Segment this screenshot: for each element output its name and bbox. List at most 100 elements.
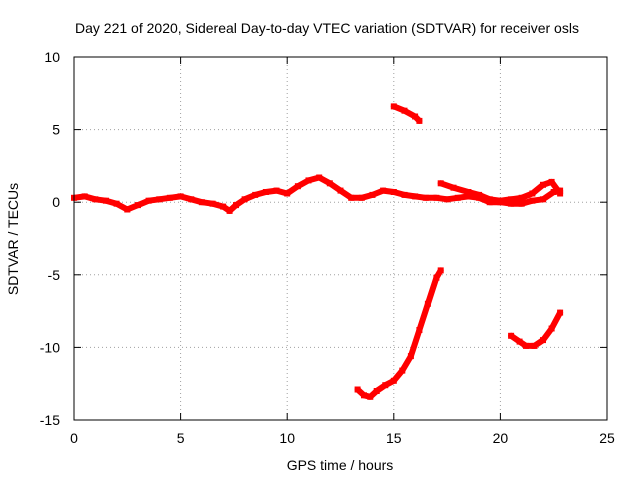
- plot-frame: [73, 56, 608, 421]
- data-point: [437, 267, 444, 274]
- data-point: [358, 194, 365, 201]
- data-point: [226, 207, 233, 214]
- data-point: [450, 184, 457, 191]
- data-point: [337, 187, 344, 194]
- data-point: [382, 382, 389, 389]
- data-point: [518, 194, 525, 201]
- data-point: [424, 300, 431, 307]
- y-axis-ticks: 10 5 0 -5 -10 -15: [40, 49, 607, 428]
- data-point: [523, 342, 529, 349]
- data-point: [326, 180, 333, 187]
- y-tick-label: -15: [40, 412, 60, 428]
- data-point: [262, 189, 269, 195]
- data-point: [284, 190, 291, 197]
- data-point: [531, 342, 538, 349]
- data-series: [71, 103, 564, 400]
- data-point: [548, 325, 555, 332]
- y-axis-label: SDTVAR / TECUs: [5, 183, 21, 295]
- x-tick-label: 25: [599, 430, 615, 446]
- data-point: [412, 193, 419, 200]
- x-axis-label: GPS time / hours: [287, 457, 394, 473]
- data-point: [540, 337, 546, 344]
- data-point: [476, 191, 483, 198]
- data-point: [390, 103, 397, 110]
- data-point: [465, 189, 472, 195]
- data-point: [390, 377, 397, 384]
- data-point: [177, 193, 184, 200]
- data-point: [209, 200, 216, 207]
- data-point: [233, 202, 239, 209]
- data-point: [103, 197, 109, 204]
- data-point: [367, 393, 374, 400]
- data-point: [354, 386, 361, 393]
- data-point: [380, 187, 387, 194]
- data-point: [348, 194, 355, 201]
- data-point: [412, 113, 419, 120]
- y-tick-label: 5: [52, 122, 60, 138]
- data-point: [220, 203, 227, 210]
- data-point: [145, 197, 152, 204]
- y-tick-label: -10: [40, 339, 60, 355]
- data-point: [444, 196, 451, 203]
- data-point: [454, 194, 461, 201]
- data-point: [540, 181, 546, 188]
- data-point: [390, 189, 397, 195]
- x-tick-label: 0: [70, 430, 78, 446]
- data-point: [401, 107, 408, 114]
- data-point: [401, 191, 408, 198]
- x-tick-label: 15: [386, 430, 402, 446]
- data-point: [433, 274, 440, 281]
- data-point: [516, 338, 523, 345]
- data-point: [156, 196, 163, 203]
- data-point: [124, 206, 131, 213]
- data-point: [508, 200, 515, 207]
- data-point: [529, 197, 536, 204]
- data-point: [465, 193, 472, 200]
- data-point: [373, 388, 380, 394]
- x-axis-ticks: 0 5 10 15 20 25: [70, 57, 615, 446]
- chart-title: Day 221 of 2020, Sidereal Day-to-day VTE…: [75, 20, 579, 36]
- data-point: [422, 194, 429, 201]
- y-tick-label: 10: [44, 49, 60, 65]
- data-point: [548, 178, 555, 185]
- series-main-band: [71, 174, 564, 214]
- data-point: [407, 353, 414, 360]
- data-point: [399, 367, 406, 374]
- data-point: [361, 392, 367, 399]
- data-point: [529, 190, 536, 197]
- grid: [74, 57, 607, 420]
- data-point: [557, 309, 564, 316]
- data-point: [252, 191, 259, 198]
- data-point: [518, 200, 525, 207]
- data-point: [557, 190, 564, 197]
- y-tick-label: 0: [52, 194, 60, 210]
- data-point: [81, 193, 88, 200]
- x-tick-label: 10: [279, 430, 295, 446]
- data-point: [305, 177, 312, 184]
- data-point: [92, 196, 99, 203]
- data-point: [486, 196, 493, 203]
- data-point: [113, 200, 120, 207]
- data-point: [316, 174, 323, 181]
- data-point: [188, 196, 195, 203]
- data-point: [416, 327, 423, 333]
- data-point: [166, 194, 173, 201]
- series-descending-arc: [354, 267, 444, 400]
- data-point: [135, 202, 141, 209]
- data-point: [508, 332, 515, 339]
- x-tick-label: 20: [493, 430, 509, 446]
- data-point: [273, 187, 280, 194]
- data-point: [437, 180, 444, 187]
- data-point: [433, 194, 440, 201]
- data-point: [416, 117, 423, 124]
- data-point: [369, 191, 376, 198]
- data-point: [550, 189, 557, 195]
- data-point: [294, 183, 301, 190]
- data-point: [497, 197, 504, 204]
- data-point: [241, 196, 248, 203]
- data-point: [198, 199, 205, 206]
- y-tick-label: -5: [48, 267, 61, 283]
- data-point: [508, 196, 515, 203]
- x-tick-label: 5: [177, 430, 185, 446]
